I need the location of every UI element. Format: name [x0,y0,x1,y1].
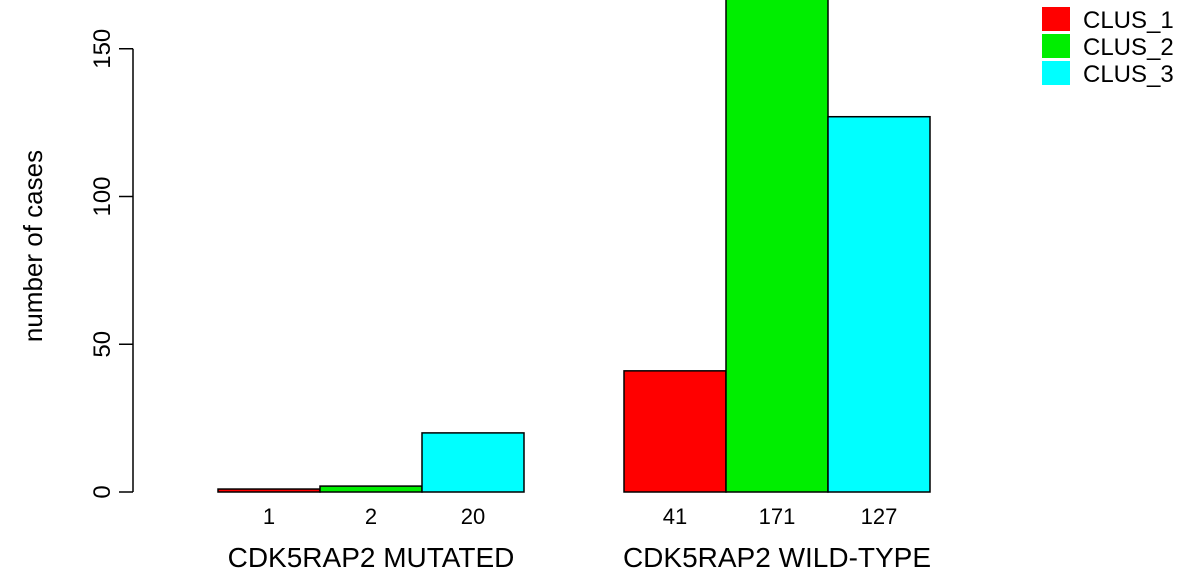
bar-clus-1-1 [623,370,727,493]
legend-swatch [1042,61,1070,85]
bar-clus-2-1 [725,0,829,493]
bar-value-label: 2 [365,504,377,529]
bar-value-label: 20 [461,504,485,529]
y-axis-label: number of cases [18,150,48,342]
category-label: CDK5RAP2 WILD-TYPE [623,542,931,573]
legend-swatch [1042,34,1070,58]
value-labels: 1 2 20 41 171 127 [263,504,897,529]
bar-value-label: 127 [861,504,898,529]
category-label: CDK5RAP2 MUTATED [228,542,515,573]
legend-swatch [1042,7,1070,31]
legend-label: CLUS_2 [1083,34,1174,61]
y-tick-label: 150 [89,29,116,69]
bar-value-label: 41 [663,504,687,529]
category-labels: CDK5RAP2 MUTATED CDK5RAP2 WILD-TYPE [228,542,931,573]
bar-value-label: 171 [759,504,796,529]
y-tick-label: 0 [89,485,116,498]
bar-value-label: 1 [263,504,275,529]
bar-clus-3-1 [827,115,931,493]
bars [217,0,931,493]
y-tick-label: 100 [89,176,116,216]
legend-label: CLUS_3 [1083,61,1174,88]
bar-clus-2-0 [319,485,423,493]
legend-label: CLUS_1 [1083,7,1174,34]
bar-clus-3-0 [421,432,525,493]
y-axis: 0 50 100 150 [89,29,134,499]
y-tick-label: 50 [89,331,116,358]
bar-clus-1-0 [217,488,321,493]
